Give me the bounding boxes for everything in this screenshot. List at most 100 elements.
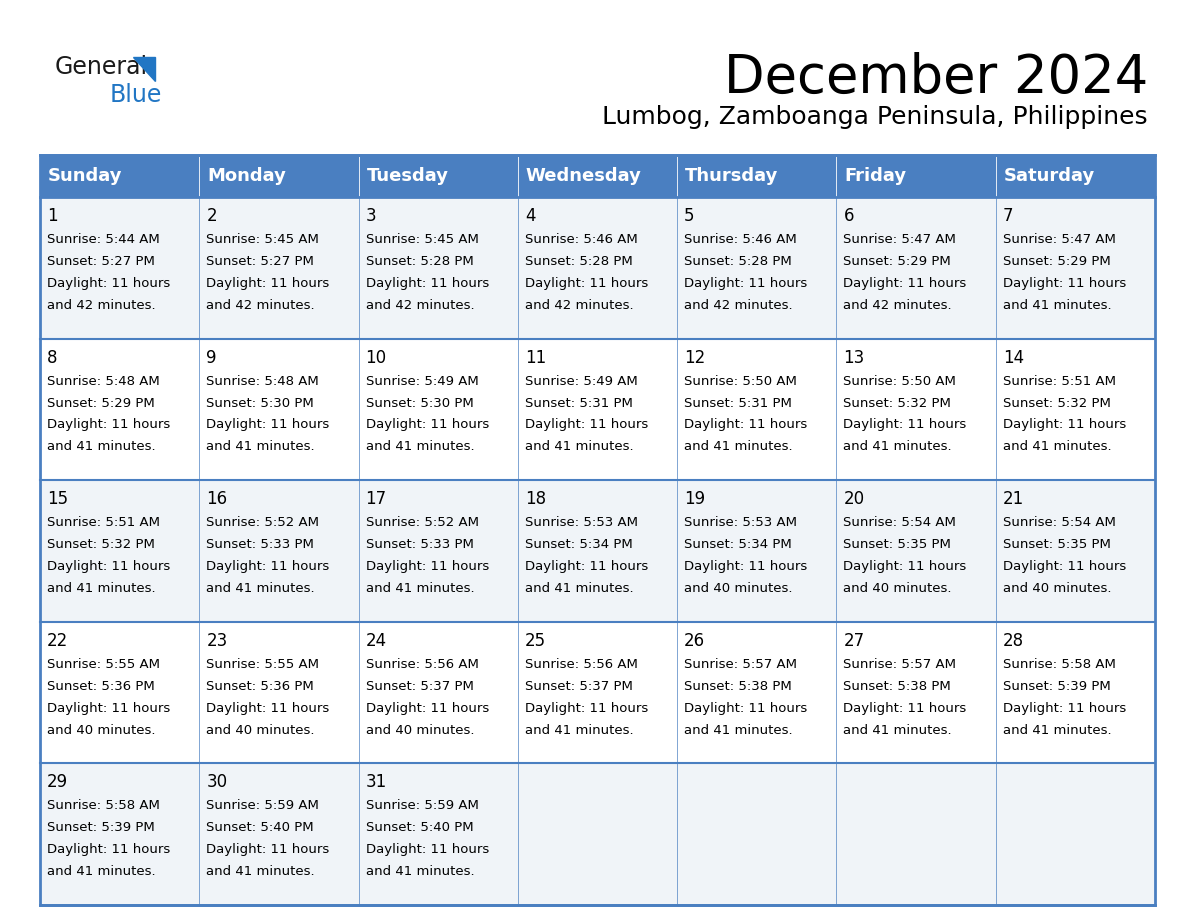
- Text: Sunrise: 5:46 AM: Sunrise: 5:46 AM: [525, 233, 638, 246]
- Bar: [359, 339, 518, 480]
- Text: Sunset: 5:30 PM: Sunset: 5:30 PM: [207, 397, 314, 409]
- Text: and 41 minutes.: and 41 minutes.: [207, 441, 315, 453]
- Text: 11: 11: [525, 349, 546, 366]
- Text: Daylight: 11 hours: Daylight: 11 hours: [525, 560, 649, 573]
- Bar: [996, 621, 1155, 764]
- Text: Sunrise: 5:50 AM: Sunrise: 5:50 AM: [684, 375, 797, 387]
- Text: Sunset: 5:38 PM: Sunset: 5:38 PM: [684, 679, 792, 693]
- Text: Daylight: 11 hours: Daylight: 11 hours: [684, 419, 808, 431]
- Text: Sunset: 5:37 PM: Sunset: 5:37 PM: [366, 679, 474, 693]
- Text: Sunrise: 5:50 AM: Sunrise: 5:50 AM: [843, 375, 956, 387]
- Text: 17: 17: [366, 490, 387, 509]
- Bar: [40, 764, 200, 905]
- Text: and 41 minutes.: and 41 minutes.: [843, 441, 952, 453]
- Text: Sunset: 5:31 PM: Sunset: 5:31 PM: [684, 397, 792, 409]
- Text: 12: 12: [684, 349, 706, 366]
- Text: Wednesday: Wednesday: [526, 167, 642, 185]
- Text: Sunrise: 5:54 AM: Sunrise: 5:54 AM: [1003, 516, 1116, 529]
- Text: Daylight: 11 hours: Daylight: 11 hours: [1003, 701, 1126, 715]
- Text: Sunrise: 5:59 AM: Sunrise: 5:59 AM: [207, 800, 320, 812]
- Bar: [677, 621, 836, 764]
- Bar: [677, 197, 836, 339]
- Text: 8: 8: [48, 349, 57, 366]
- Text: and 41 minutes.: and 41 minutes.: [1003, 723, 1111, 736]
- Text: 27: 27: [843, 632, 865, 650]
- Text: and 42 minutes.: and 42 minutes.: [843, 299, 952, 312]
- Text: 2: 2: [207, 207, 217, 225]
- Text: Daylight: 11 hours: Daylight: 11 hours: [525, 701, 649, 715]
- Text: Daylight: 11 hours: Daylight: 11 hours: [684, 277, 808, 290]
- Text: Sunset: 5:31 PM: Sunset: 5:31 PM: [525, 397, 633, 409]
- Text: and 40 minutes.: and 40 minutes.: [1003, 582, 1111, 595]
- Text: 18: 18: [525, 490, 546, 509]
- Text: Lumbog, Zamboanga Peninsula, Philippines: Lumbog, Zamboanga Peninsula, Philippines: [602, 105, 1148, 129]
- Text: 24: 24: [366, 632, 387, 650]
- Polygon shape: [133, 57, 154, 81]
- Bar: [200, 339, 359, 480]
- Bar: [677, 339, 836, 480]
- Text: 6: 6: [843, 207, 854, 225]
- Text: and 41 minutes.: and 41 minutes.: [48, 582, 156, 595]
- Text: Daylight: 11 hours: Daylight: 11 hours: [207, 277, 329, 290]
- Text: Daylight: 11 hours: Daylight: 11 hours: [48, 701, 170, 715]
- Text: Daylight: 11 hours: Daylight: 11 hours: [1003, 419, 1126, 431]
- Bar: [996, 764, 1155, 905]
- Bar: [359, 480, 518, 621]
- Text: Sunrise: 5:59 AM: Sunrise: 5:59 AM: [366, 800, 479, 812]
- Text: 29: 29: [48, 773, 68, 791]
- Text: and 42 minutes.: and 42 minutes.: [684, 299, 792, 312]
- Text: Sunrise: 5:49 AM: Sunrise: 5:49 AM: [525, 375, 638, 387]
- Text: Sunrise: 5:51 AM: Sunrise: 5:51 AM: [48, 516, 160, 529]
- Text: Friday: Friday: [845, 167, 906, 185]
- Text: 15: 15: [48, 490, 68, 509]
- Text: and 41 minutes.: and 41 minutes.: [1003, 299, 1111, 312]
- Text: and 42 minutes.: and 42 minutes.: [207, 299, 315, 312]
- Bar: [677, 155, 836, 197]
- Text: Sunset: 5:34 PM: Sunset: 5:34 PM: [684, 538, 792, 551]
- Text: and 41 minutes.: and 41 minutes.: [843, 723, 952, 736]
- Text: 21: 21: [1003, 490, 1024, 509]
- Text: Sunset: 5:29 PM: Sunset: 5:29 PM: [1003, 255, 1111, 268]
- Text: Sunset: 5:28 PM: Sunset: 5:28 PM: [684, 255, 792, 268]
- Text: Sunset: 5:28 PM: Sunset: 5:28 PM: [525, 255, 632, 268]
- Text: 31: 31: [366, 773, 387, 791]
- Bar: [40, 480, 200, 621]
- Text: Daylight: 11 hours: Daylight: 11 hours: [48, 560, 170, 573]
- Bar: [518, 764, 677, 905]
- Text: Sunrise: 5:54 AM: Sunrise: 5:54 AM: [843, 516, 956, 529]
- Text: 4: 4: [525, 207, 536, 225]
- Bar: [200, 621, 359, 764]
- Text: Sunset: 5:39 PM: Sunset: 5:39 PM: [1003, 679, 1111, 693]
- Text: Sunrise: 5:51 AM: Sunrise: 5:51 AM: [1003, 375, 1116, 387]
- Text: Sunrise: 5:45 AM: Sunrise: 5:45 AM: [207, 233, 320, 246]
- Text: Blue: Blue: [110, 83, 163, 107]
- Text: Daylight: 11 hours: Daylight: 11 hours: [207, 419, 329, 431]
- Text: Daylight: 11 hours: Daylight: 11 hours: [684, 701, 808, 715]
- Text: Sunset: 5:27 PM: Sunset: 5:27 PM: [48, 255, 154, 268]
- Text: and 41 minutes.: and 41 minutes.: [525, 723, 633, 736]
- Text: Daylight: 11 hours: Daylight: 11 hours: [48, 419, 170, 431]
- Bar: [200, 764, 359, 905]
- Text: and 40 minutes.: and 40 minutes.: [684, 582, 792, 595]
- Text: Sunrise: 5:48 AM: Sunrise: 5:48 AM: [48, 375, 159, 387]
- Text: Daylight: 11 hours: Daylight: 11 hours: [525, 419, 649, 431]
- Text: Sunrise: 5:49 AM: Sunrise: 5:49 AM: [366, 375, 479, 387]
- Text: 16: 16: [207, 490, 227, 509]
- Text: Sunrise: 5:47 AM: Sunrise: 5:47 AM: [843, 233, 956, 246]
- Text: Daylight: 11 hours: Daylight: 11 hours: [48, 844, 170, 856]
- Text: Sunrise: 5:53 AM: Sunrise: 5:53 AM: [525, 516, 638, 529]
- Text: and 41 minutes.: and 41 minutes.: [207, 866, 315, 879]
- Text: 30: 30: [207, 773, 227, 791]
- Text: and 41 minutes.: and 41 minutes.: [684, 723, 792, 736]
- Bar: [40, 197, 200, 339]
- Text: Sunset: 5:40 PM: Sunset: 5:40 PM: [207, 822, 314, 834]
- Text: Sunrise: 5:58 AM: Sunrise: 5:58 AM: [48, 800, 160, 812]
- Bar: [518, 480, 677, 621]
- Bar: [996, 480, 1155, 621]
- Bar: [200, 155, 359, 197]
- Text: Sunrise: 5:58 AM: Sunrise: 5:58 AM: [1003, 658, 1116, 671]
- Bar: [518, 197, 677, 339]
- Text: and 41 minutes.: and 41 minutes.: [366, 441, 474, 453]
- Bar: [40, 155, 1155, 905]
- Text: 3: 3: [366, 207, 377, 225]
